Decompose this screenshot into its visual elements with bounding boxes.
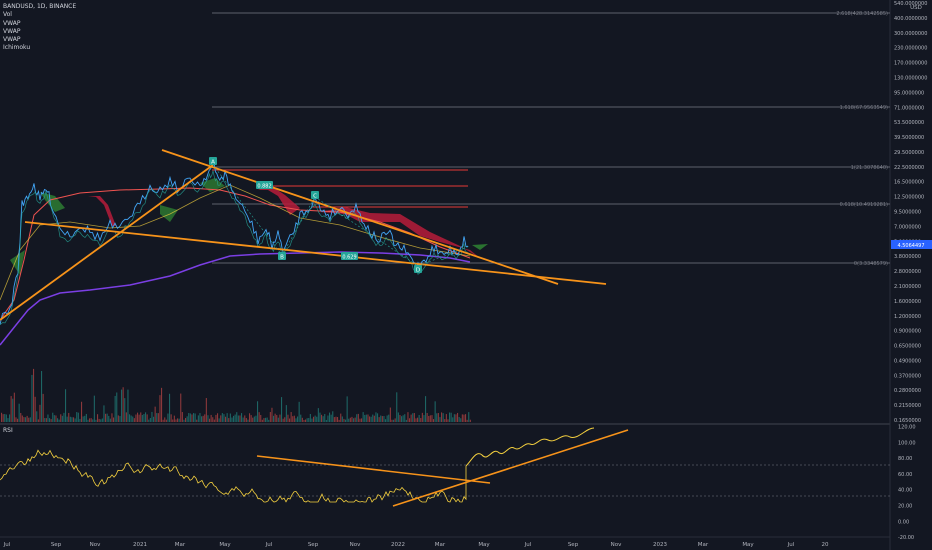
time-axis[interactable]: Jul Sep Nov 2021 Mar May Jul Sep Nov 2022 Mar May Ju… [3,542,829,548]
price-axis-label: 130.0000000 [894,75,927,81]
fib-label-1: 1(21.3078640) [851,165,888,171]
current-price-value: 4.5064497 [897,243,924,249]
trendline-upper-wedge[interactable] [161,149,559,285]
indicator-vwap-2[interactable]: VWAP [3,27,21,35]
price-axis-label: 0.9000000 [894,329,921,335]
indicator-ichimoku[interactable]: Ichimoku [3,44,31,52]
rsi-label: RSI [3,427,13,434]
price-axis-label: 29.5000000 [894,150,924,156]
rsi-axis-label: 60.00 [898,472,912,478]
price-axis-unit: USD [910,5,922,11]
price-axis-label: 95.0000000 [894,90,924,96]
rsi-axis-label: -20.00 [898,535,914,541]
rsi-trendline-up[interactable] [392,429,629,507]
price-axis-label: 0.4900000 [894,358,921,364]
time-axis-label: Mar [435,542,446,548]
trendline-rising[interactable] [0,164,214,321]
time-axis-label: Jul [524,542,532,548]
fib-label-0618: 0.618(10.4919281) [840,202,888,208]
time-axis-label: Mar [698,542,709,548]
chart-legend: BANDUSD, 1D, BINANCE Vol VWAP VWAP VWAP … [3,3,76,53]
price-axis-label: 1.6000000 [894,299,921,305]
price-axis-label: 300.0000000 [894,31,927,37]
time-axis-label: Sep [51,542,62,548]
price-axis-label: 3.8000000 [894,254,921,260]
price-axis-label: 7.0000000 [894,224,921,230]
rsi-axis-label: 120.00 [898,425,916,431]
time-axis-label: Jul [3,542,11,548]
price-axis-label: 1.2000000 [894,314,921,320]
time-axis-label: Sep [308,542,319,548]
indicator-vwap-3[interactable]: VWAP [3,36,21,44]
price-axis-label: 0.2800000 [894,388,921,394]
vwap-line-purple[interactable] [0,251,471,346]
price-axis-label: 540.0000000 [894,1,927,7]
price-axis-label: 170.0000000 [894,61,927,67]
volume-bars [1,368,471,422]
rsi-axis-label: 20.00 [898,504,912,510]
rsi-axis-label: 80.00 [898,456,912,462]
fib-levels[interactable]: 2.618(428.3142585) 1.618(67.9563549) 1(2… [212,11,890,267]
time-axis-label: Nov [611,542,622,548]
price-axis-label: 0.6500000 [894,344,921,350]
time-axis-label: May [478,542,490,548]
symbol-line[interactable]: BANDUSD, 1D, BINANCE [3,3,77,10]
fib-label-1618: 1.618(67.9563549) [840,105,888,111]
rsi-line[interactable] [0,449,467,503]
pattern-label-d: D [416,268,420,274]
time-axis-label: Nov [350,542,361,548]
time-axis-label: May [742,542,754,548]
fib-label-0: 0(3.3348579) [854,261,888,267]
price-axis-label: 2.1000000 [894,284,921,290]
time-axis-label: 20 [822,542,829,548]
price-axis-label: 2.8000000 [894,269,921,275]
ichimoku-cloud [10,178,488,275]
vwap-line-yellow[interactable] [0,184,471,301]
current-price-tag: 4.5064497 [891,240,932,249]
price-axis-label: 0.1650000 [894,418,921,424]
pattern-ratio-2: 0.629 [342,255,356,261]
time-axis-label: Jul [787,542,795,548]
time-axis-label: Sep [568,542,579,548]
time-axis-label: Jul [265,542,273,548]
time-axis-label: 2023 [653,542,667,548]
price-axis-label: 12.5000000 [894,195,924,201]
time-axis-label: 2022 [391,542,405,548]
indicator-vwap-1[interactable]: VWAP [3,19,21,27]
price-axis-label: 0.3700000 [894,373,921,379]
rsi-axis-label: 0.00 [898,519,909,525]
pattern-labels[interactable]: A 0.882 B C 0.629 D [209,157,422,274]
price-axis-label: 400.0000000 [894,16,927,22]
price-axis-label: 230.0000000 [894,46,927,52]
time-axis-label: Mar [175,542,186,548]
price-axis[interactable]: 540.0000000 400.0000000 300.0000000 230.000… [894,1,927,424]
price-line[interactable] [0,163,469,325]
rsi-axis-label: 40.00 [898,488,912,494]
trendlines[interactable] [0,149,607,321]
fib-label-2618: 2.618(428.3142585) [836,11,888,17]
price-axis-label: 53.5000000 [894,120,924,126]
time-axis-label: 2021 [133,542,147,548]
rsi-projection[interactable] [465,427,595,467]
price-axis-label: 22.5000000 [894,165,924,171]
pattern-ratio-1: 0.882 [257,184,271,190]
rsi-axis[interactable]: 120.00 100.00 80.00 60.00 40.00 20.00 0.00 -20.… [898,425,916,542]
pattern-label-b: B [280,255,284,261]
indicator-vol[interactable]: Vol [3,11,12,19]
pattern-label-a: A [211,160,215,166]
conversion-line[interactable] [0,170,469,325]
price-axis-label: 71.0000000 [894,105,924,111]
price-axis-label: 16.5000000 [894,180,924,186]
price-axis-label: 39.5000000 [894,135,924,141]
time-axis-label: Nov [90,542,101,548]
price-axis-label: 0.2150000 [894,403,921,409]
time-axis-label: May [219,542,231,548]
rsi-trendline-down[interactable] [256,455,491,484]
rsi-axis-label: 100.00 [898,440,916,446]
price-axis-label: 9.5000000 [894,210,921,216]
pattern-label-c: C [313,194,317,200]
trendline-lower-wedge[interactable] [24,221,607,285]
